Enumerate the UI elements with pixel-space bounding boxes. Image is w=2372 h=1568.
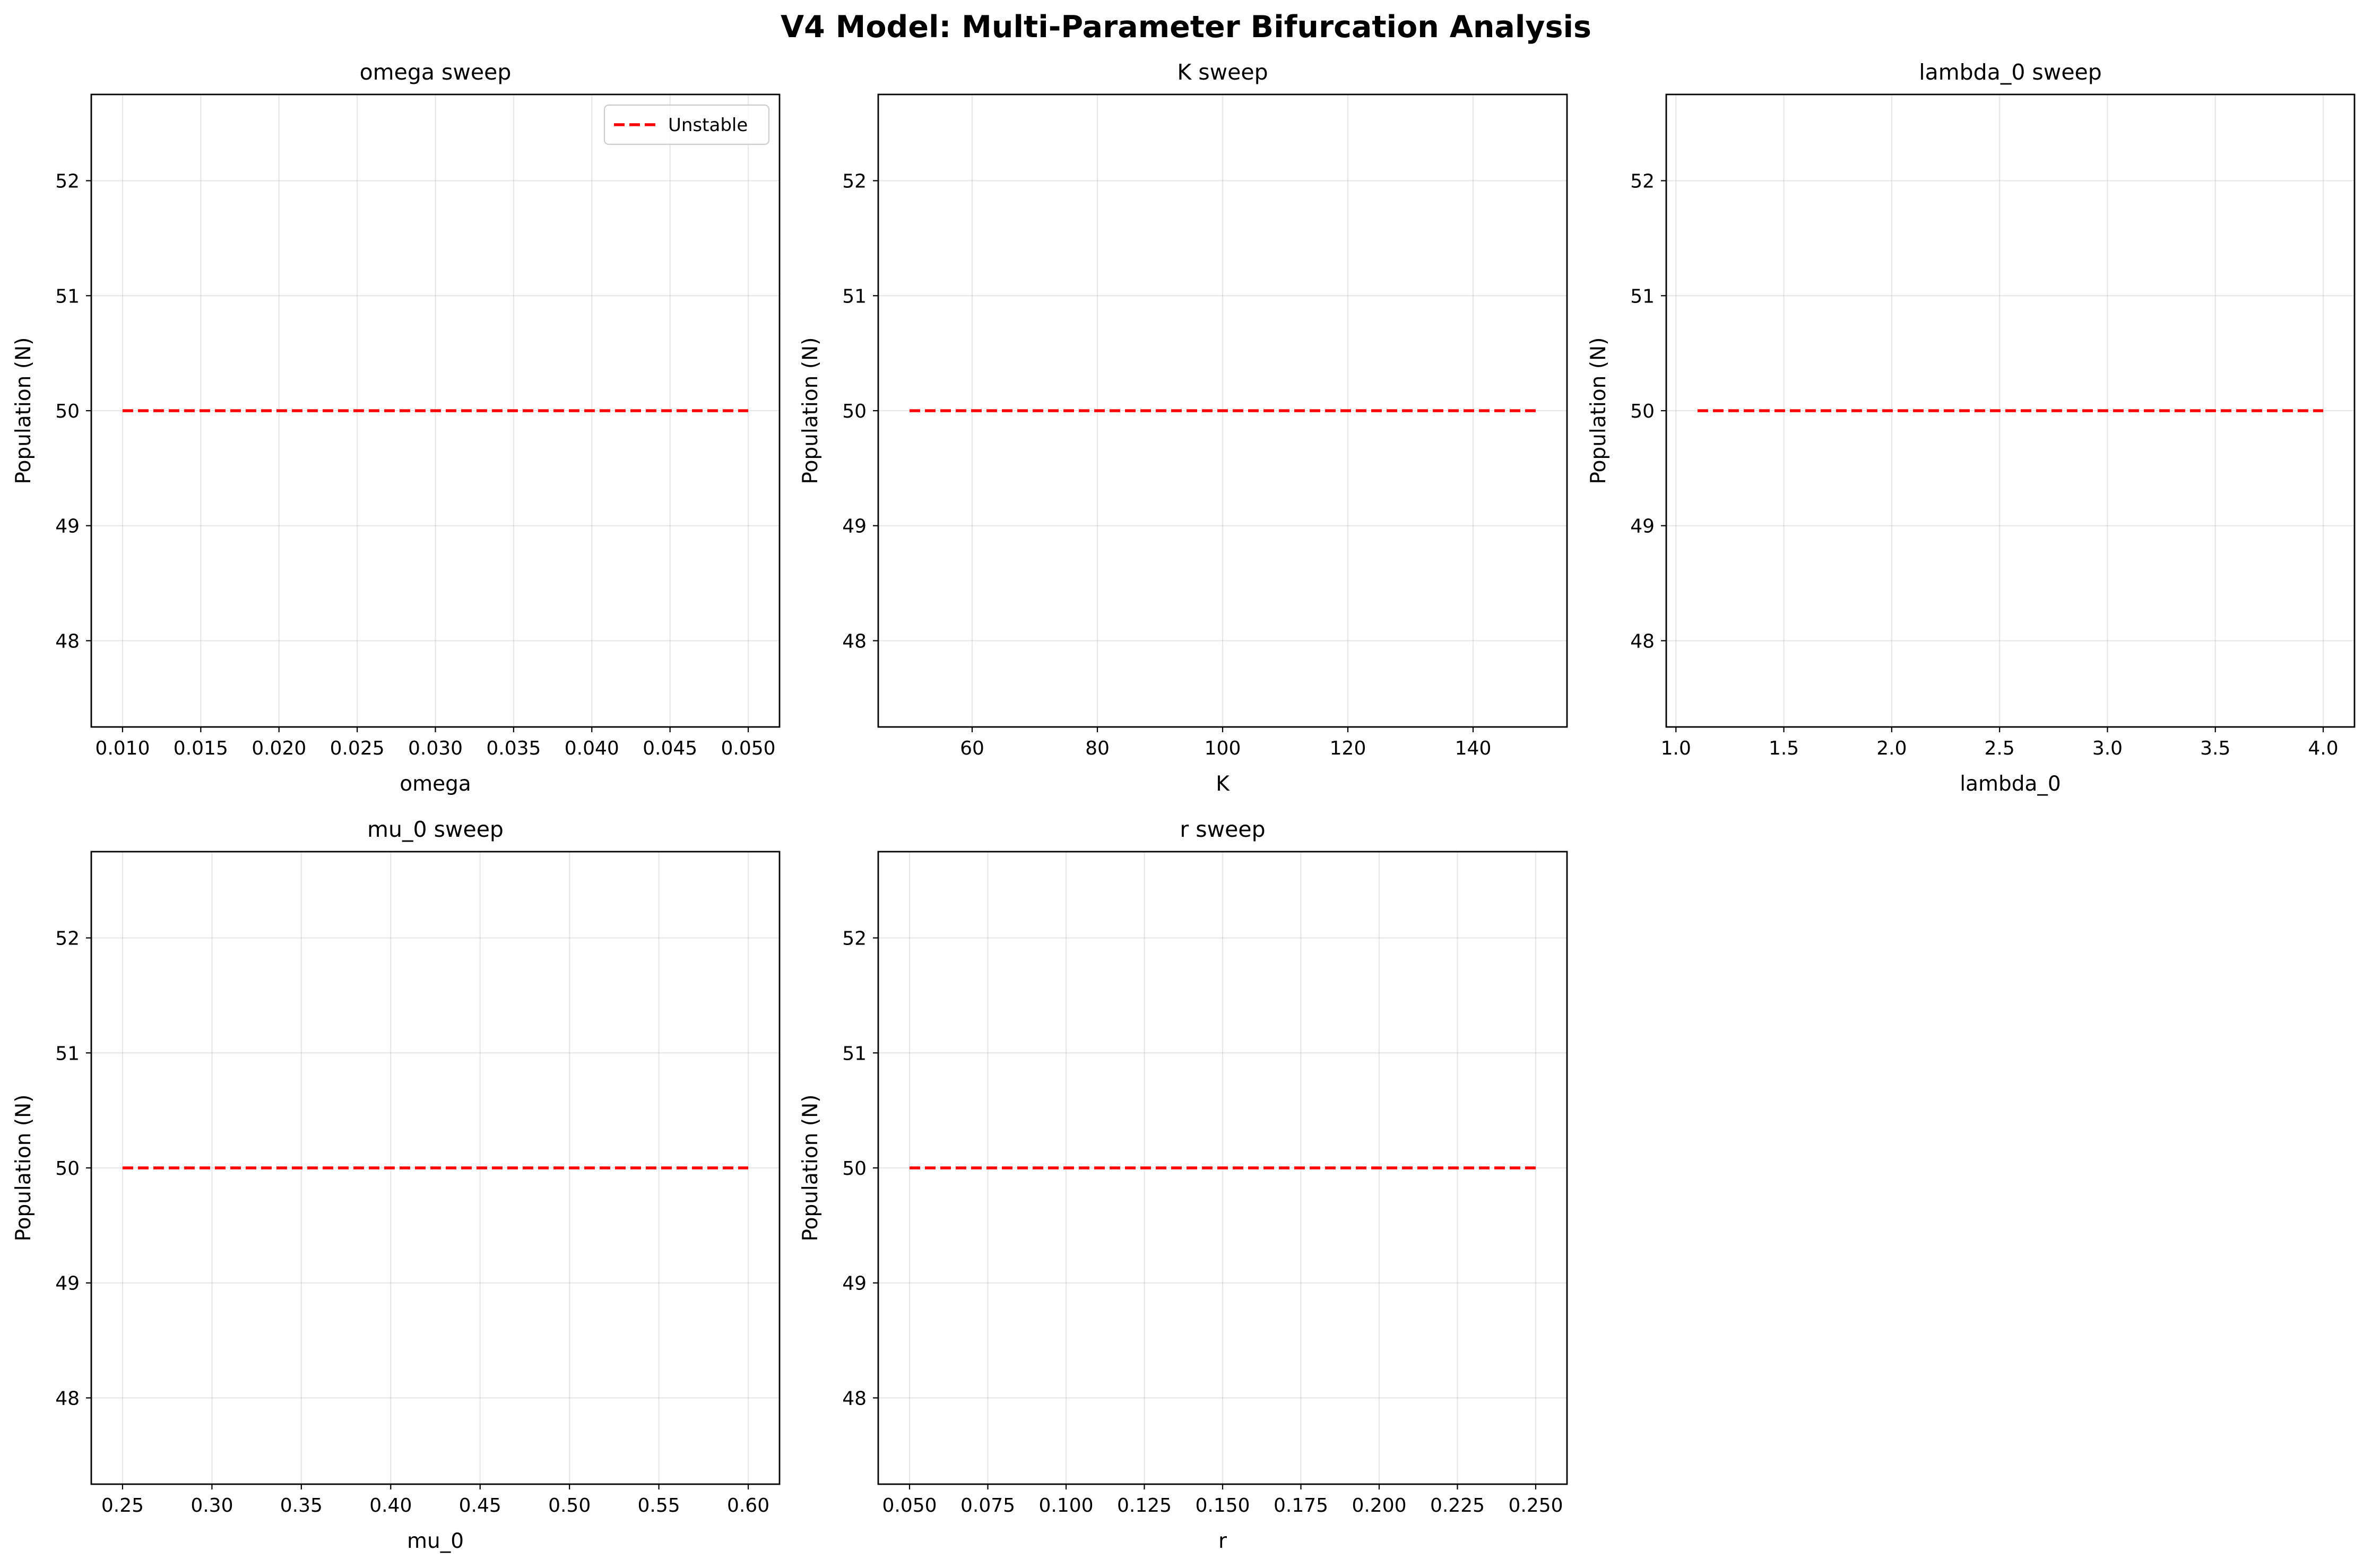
x-tick-label: 0.150 [1195, 1495, 1250, 1517]
y-tick-label: 50 [55, 401, 80, 422]
y-axis-label: Population (N) [12, 337, 36, 484]
legend: Unstable [603, 104, 770, 145]
subplot-title: K sweep [1177, 59, 1268, 85]
x-tick-label: 0.125 [1117, 1495, 1172, 1517]
y-tick-label: 51 [842, 1043, 867, 1064]
y-tick-label: 51 [55, 285, 80, 307]
y-tick-label: 49 [842, 516, 867, 538]
x-tick-label: 0.015 [174, 738, 228, 759]
x-tick-label: 0.025 [330, 738, 385, 759]
x-tick-label: 1.5 [1769, 738, 1799, 759]
y-tick-label: 50 [1630, 401, 1655, 422]
y-tick-label: 52 [55, 171, 80, 193]
y-axis-label: Population (N) [799, 337, 823, 484]
x-axis-label: omega [400, 772, 471, 796]
x-tick-label: 0.045 [643, 738, 697, 759]
x-tick-label: 140 [1455, 738, 1492, 759]
x-tick-label: 0.010 [95, 738, 150, 759]
x-tick-label: 0.25 [101, 1495, 144, 1517]
x-tick-label: 0.035 [486, 738, 541, 759]
x-tick-label: 0.075 [960, 1495, 1015, 1517]
x-tick-label: 3.0 [2092, 738, 2123, 759]
x-tick-label: 0.250 [1508, 1495, 1563, 1517]
x-tick-label: 3.5 [2200, 738, 2230, 759]
x-axis-label: K [1216, 772, 1230, 796]
x-tick-label: 0.030 [408, 738, 463, 759]
y-tick-label: 48 [1630, 630, 1655, 652]
x-axis-label: lambda_0 [1960, 772, 2061, 796]
subplot-1: 0.010 0.015 0.020 0.025 0.030 0.035 0.040 0.045… [12, 59, 781, 796]
y-tick-label: 52 [842, 171, 867, 193]
y-tick-label: 48 [55, 1388, 80, 1409]
y-tick-label: 49 [55, 1273, 80, 1295]
x-tick-label: 100 [1205, 738, 1241, 759]
x-tick-label: 0.55 [638, 1495, 680, 1517]
x-tick-label: 0.50 [548, 1495, 591, 1517]
y-tick-label: 50 [842, 1158, 867, 1180]
x-tick-label: 0.100 [1038, 1495, 1093, 1517]
y-tick-label: 49 [842, 1273, 867, 1295]
x-tick-label: 0.35 [280, 1495, 323, 1517]
y-tick-label: 51 [1630, 285, 1655, 307]
y-axis-label: Population (N) [12, 1095, 36, 1242]
x-tick-label: 1.0 [1661, 738, 1691, 759]
y-tick-label: 50 [842, 401, 867, 422]
x-tick-label: 2.0 [1876, 738, 1907, 759]
x-tick-label: 0.45 [459, 1495, 501, 1517]
x-tick-label: 0.050 [721, 738, 776, 759]
y-tick-label: 51 [55, 1043, 80, 1064]
y-tick-label: 49 [55, 516, 80, 538]
figure-title: V4 Model: Multi-Parameter Bifurcation An… [781, 10, 1591, 45]
subplot-5: 0.050 0.075 0.100 0.125 0.150 0.175 0.200 0.225… [799, 817, 1568, 1553]
subplots-container: 0.010 0.015 0.020 0.025 0.030 0.035 0.040 0.045… [12, 59, 2356, 1553]
legend-box [603, 104, 770, 145]
y-tick-label: 52 [55, 928, 80, 950]
y-tick-label: 52 [842, 928, 867, 950]
x-tick-label: 4.0 [2308, 738, 2338, 759]
subplot-2: 60 80 100 120 140 48 49 50 51 52 K sweep K Populatio… [799, 59, 1568, 796]
x-tick-label: 0.050 [882, 1495, 937, 1517]
x-tick-label: 60 [960, 738, 984, 759]
legend-label-unstable: Unstable [668, 115, 748, 136]
x-tick-label: 80 [1085, 738, 1110, 759]
x-axis-label: r [1218, 1529, 1227, 1553]
subplot-3: 1.0 1.5 2.0 2.5 3.0 3.5 4.0 48 49 50 51 52 lambda_0 … [1587, 59, 2356, 796]
y-tick-label: 49 [1630, 516, 1655, 538]
x-tick-label: 0.040 [565, 738, 619, 759]
subplot-title: r sweep [1180, 817, 1265, 842]
x-tick-label: 0.40 [369, 1495, 412, 1517]
y-tick-label: 51 [842, 285, 867, 307]
x-tick-label: 120 [1330, 738, 1366, 759]
subplot-title: mu_0 sweep [367, 817, 504, 842]
y-tick-label: 48 [842, 630, 867, 652]
y-tick-label: 48 [55, 630, 80, 652]
x-tick-label: 0.60 [727, 1495, 769, 1517]
y-tick-label: 52 [1630, 171, 1655, 193]
subplot-title: lambda_0 sweep [1919, 59, 2102, 85]
x-tick-label: 0.175 [1274, 1495, 1328, 1517]
y-axis-label: Population (N) [1587, 337, 1611, 484]
subplot-4: 0.25 0.30 0.35 0.40 0.45 0.50 0.55 0.60 48 49 50 51… [12, 817, 781, 1553]
x-tick-label: 0.200 [1352, 1495, 1406, 1517]
y-axis-label: Population (N) [799, 1095, 823, 1242]
x-tick-label: 2.5 [1985, 738, 2015, 759]
x-tick-label: 0.020 [252, 738, 306, 759]
x-tick-label: 0.30 [191, 1495, 233, 1517]
y-tick-label: 50 [55, 1158, 80, 1180]
x-axis-label: mu_0 [407, 1529, 464, 1553]
y-tick-label: 48 [842, 1388, 867, 1409]
subplot-title: omega sweep [360, 59, 512, 85]
x-tick-label: 0.225 [1430, 1495, 1485, 1517]
